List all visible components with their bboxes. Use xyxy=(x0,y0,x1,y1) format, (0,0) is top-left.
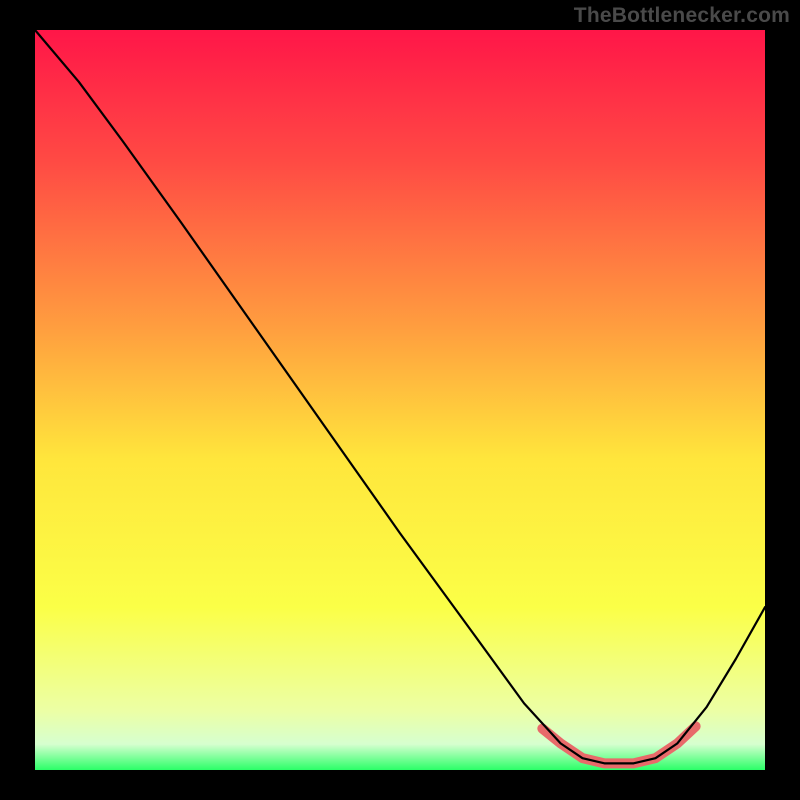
chart-frame: { "watermark": { "text": "TheBottlenecke… xyxy=(0,0,800,800)
plot-background xyxy=(35,30,765,770)
watermark-text: TheBottlenecker.com xyxy=(574,4,790,28)
bottleneck-chart xyxy=(0,0,800,800)
